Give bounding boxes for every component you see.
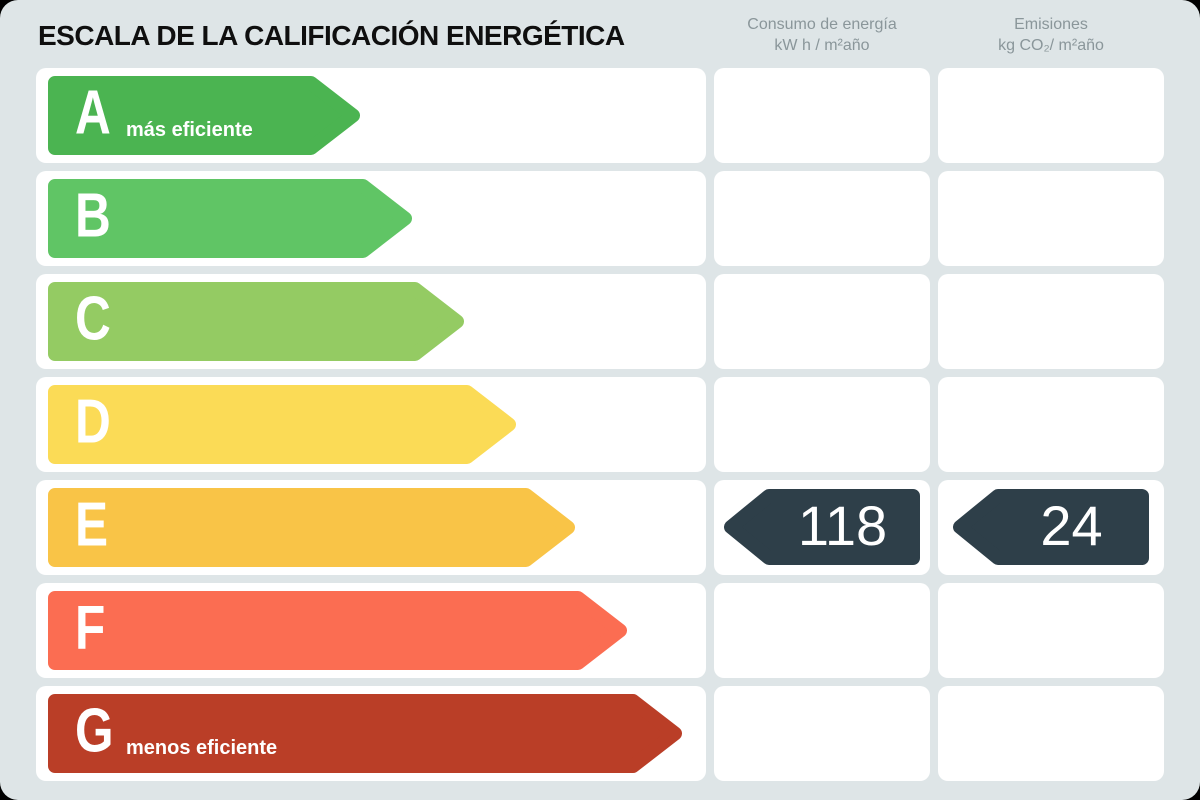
- rating-row-c: C: [0, 274, 1200, 369]
- consumo-badge: 118: [724, 489, 920, 565]
- rating-bar-d: D: [48, 385, 516, 464]
- rating-row-f: F: [0, 583, 1200, 678]
- consumo-cell-c: [714, 274, 930, 369]
- rating-row-e: E 118 24: [0, 480, 1200, 575]
- rating-bar-cell-b: B: [36, 171, 706, 266]
- rating-row-d: D: [0, 377, 1200, 472]
- consumo-cell-a: [714, 68, 930, 163]
- emisiones-header-line2: kg CO₂/ m²año: [998, 37, 1104, 54]
- emisiones-badge: 24: [953, 489, 1149, 565]
- rating-letter: B: [75, 181, 111, 251]
- consumo-header-line1: Consumo de energía: [747, 16, 897, 33]
- efficiency-label: menos eficiente: [126, 737, 278, 759]
- consumo-cell-f: [714, 583, 930, 678]
- consumo-cell-e: 118: [714, 480, 930, 575]
- rating-bar-c: C: [48, 282, 464, 361]
- rating-row-b: B: [0, 171, 1200, 266]
- rating-bar-e: E: [48, 488, 575, 567]
- emisiones-header-line1: Emisiones: [1014, 16, 1088, 33]
- rating-letter: D: [75, 387, 111, 457]
- emisiones-value: 24: [1040, 494, 1103, 557]
- consumo-value: 118: [797, 494, 888, 557]
- emisiones-cell-d: [938, 377, 1164, 472]
- rating-bar-f: F: [48, 591, 627, 670]
- emisiones-cell-b: [938, 171, 1164, 266]
- emisiones-cell-a: [938, 68, 1164, 163]
- efficiency-label: más eficiente: [126, 119, 253, 141]
- rating-letter: C: [75, 284, 111, 354]
- emisiones-column-header: Emisiones kg CO₂/ m²año: [938, 14, 1164, 56]
- rating-bar-cell-e: E: [36, 480, 706, 575]
- rating-letter: F: [75, 593, 106, 663]
- rating-bar-cell-c: C: [36, 274, 706, 369]
- emisiones-cell-f: [938, 583, 1164, 678]
- rating-letter: G: [75, 696, 114, 766]
- rating-bar-cell-d: D: [36, 377, 706, 472]
- rating-letter: A: [75, 78, 111, 148]
- rating-bar-cell-f: F: [36, 583, 706, 678]
- rating-bar-b: B: [48, 179, 412, 258]
- consumo-cell-g: [714, 686, 930, 781]
- emisiones-cell-e: 24: [938, 480, 1164, 575]
- page-title: ESCALA DE LA CALIFICACIÓN ENERGÉTICA: [38, 20, 625, 51]
- rating-letter: E: [75, 490, 109, 560]
- consumo-cell-d: [714, 377, 930, 472]
- emisiones-cell-c: [938, 274, 1164, 369]
- consumo-cell-b: [714, 171, 930, 266]
- consumo-header-line2: kW h / m²año: [774, 37, 870, 54]
- consumo-column-header: Consumo de energía kW h / m²año: [714, 14, 930, 56]
- emisiones-cell-g: [938, 686, 1164, 781]
